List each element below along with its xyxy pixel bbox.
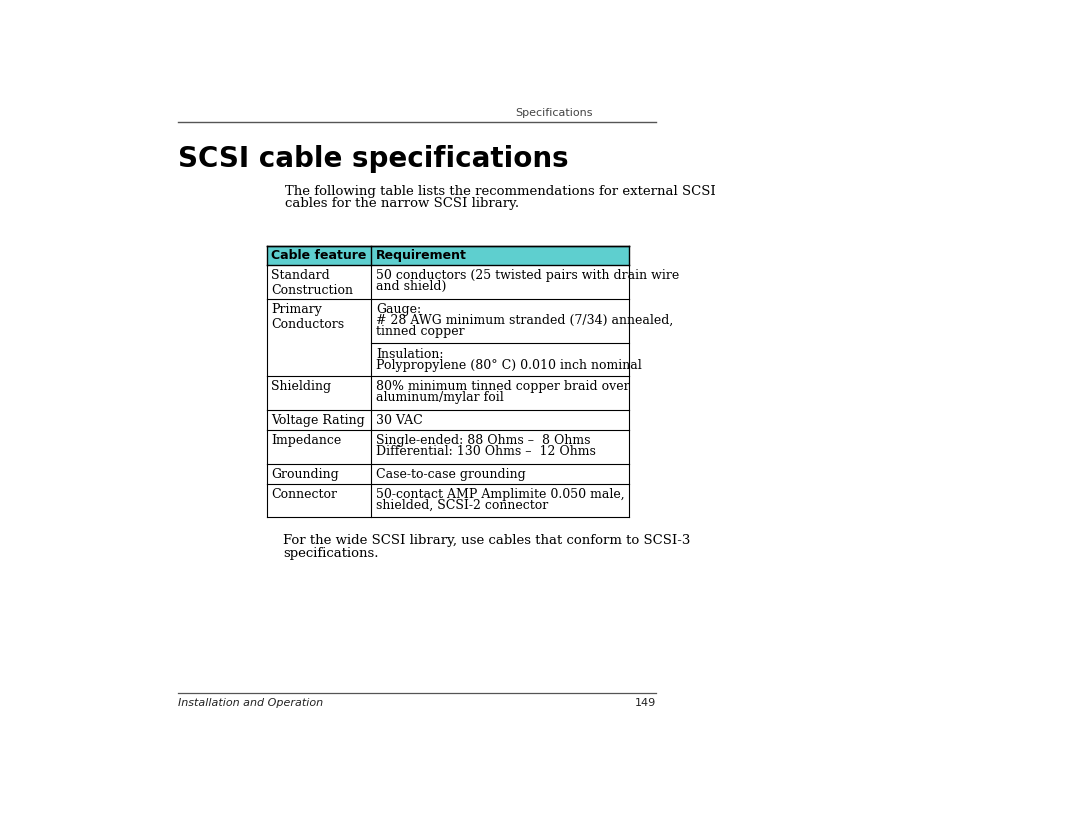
Text: Installation and Operation: Installation and Operation: [177, 697, 323, 707]
Text: For the wide SCSI library, use cables that conform to SCSI-3: For the wide SCSI library, use cables th…: [283, 535, 690, 547]
Text: Specifications: Specifications: [515, 108, 592, 118]
Text: Case-to-case grounding: Case-to-case grounding: [376, 468, 526, 481]
Bar: [267, 376, 630, 409]
Text: 50 conductors (25 twisted pairs with drain wire: 50 conductors (25 twisted pairs with dra…: [376, 269, 679, 283]
Text: and shield): and shield): [376, 280, 446, 294]
Text: aluminum/mylar foil: aluminum/mylar foil: [376, 391, 503, 404]
Text: cables for the narrow SCSI library.: cables for the narrow SCSI library.: [284, 197, 518, 210]
Bar: [267, 265, 630, 299]
Text: 30 VAC: 30 VAC: [376, 414, 422, 427]
Bar: [267, 299, 630, 376]
Text: specifications.: specifications.: [283, 546, 378, 560]
Text: 50-contact AMP Amplimite 0.050 male,: 50-contact AMP Amplimite 0.050 male,: [376, 488, 624, 501]
Text: 149: 149: [635, 697, 656, 707]
Text: Cable feature: Cable feature: [271, 249, 367, 263]
Text: Standard
Construction: Standard Construction: [271, 269, 353, 298]
Text: SCSI cable specifications: SCSI cable specifications: [177, 145, 568, 173]
Text: Shielding: Shielding: [271, 380, 332, 394]
Bar: [267, 246, 630, 265]
Bar: [267, 484, 630, 517]
Text: Requirement: Requirement: [376, 249, 467, 263]
Bar: [267, 430, 630, 464]
Text: 80% minimum tinned copper braid over: 80% minimum tinned copper braid over: [376, 380, 630, 394]
Bar: [267, 464, 630, 484]
Text: Primary
Conductors: Primary Conductors: [271, 304, 345, 331]
Text: Impedance: Impedance: [271, 435, 341, 447]
Text: Differential: 130 Ohms –  12 Ohms: Differential: 130 Ohms – 12 Ohms: [376, 445, 596, 458]
Text: tinned copper: tinned copper: [376, 325, 464, 338]
Text: Grounding: Grounding: [271, 468, 339, 481]
Text: shielded, SCSI-2 connector: shielded, SCSI-2 connector: [376, 499, 549, 512]
Text: Single-ended: 88 Ohms –  8 Ohms: Single-ended: 88 Ohms – 8 Ohms: [376, 435, 591, 447]
Text: Gauge:: Gauge:: [376, 304, 421, 316]
Text: The following table lists the recommendations for external SCSI: The following table lists the recommenda…: [284, 185, 715, 198]
Text: Polypropylene (80° C) 0.010 inch nominal: Polypropylene (80° C) 0.010 inch nominal: [376, 359, 642, 372]
Text: Insulation:: Insulation:: [376, 348, 444, 361]
Text: # 28 AWG minimum stranded (7/34) annealed,: # 28 AWG minimum stranded (7/34) anneale…: [376, 314, 673, 327]
Text: Voltage Rating: Voltage Rating: [271, 414, 365, 427]
Bar: [267, 409, 630, 430]
Text: Connector: Connector: [271, 488, 337, 501]
